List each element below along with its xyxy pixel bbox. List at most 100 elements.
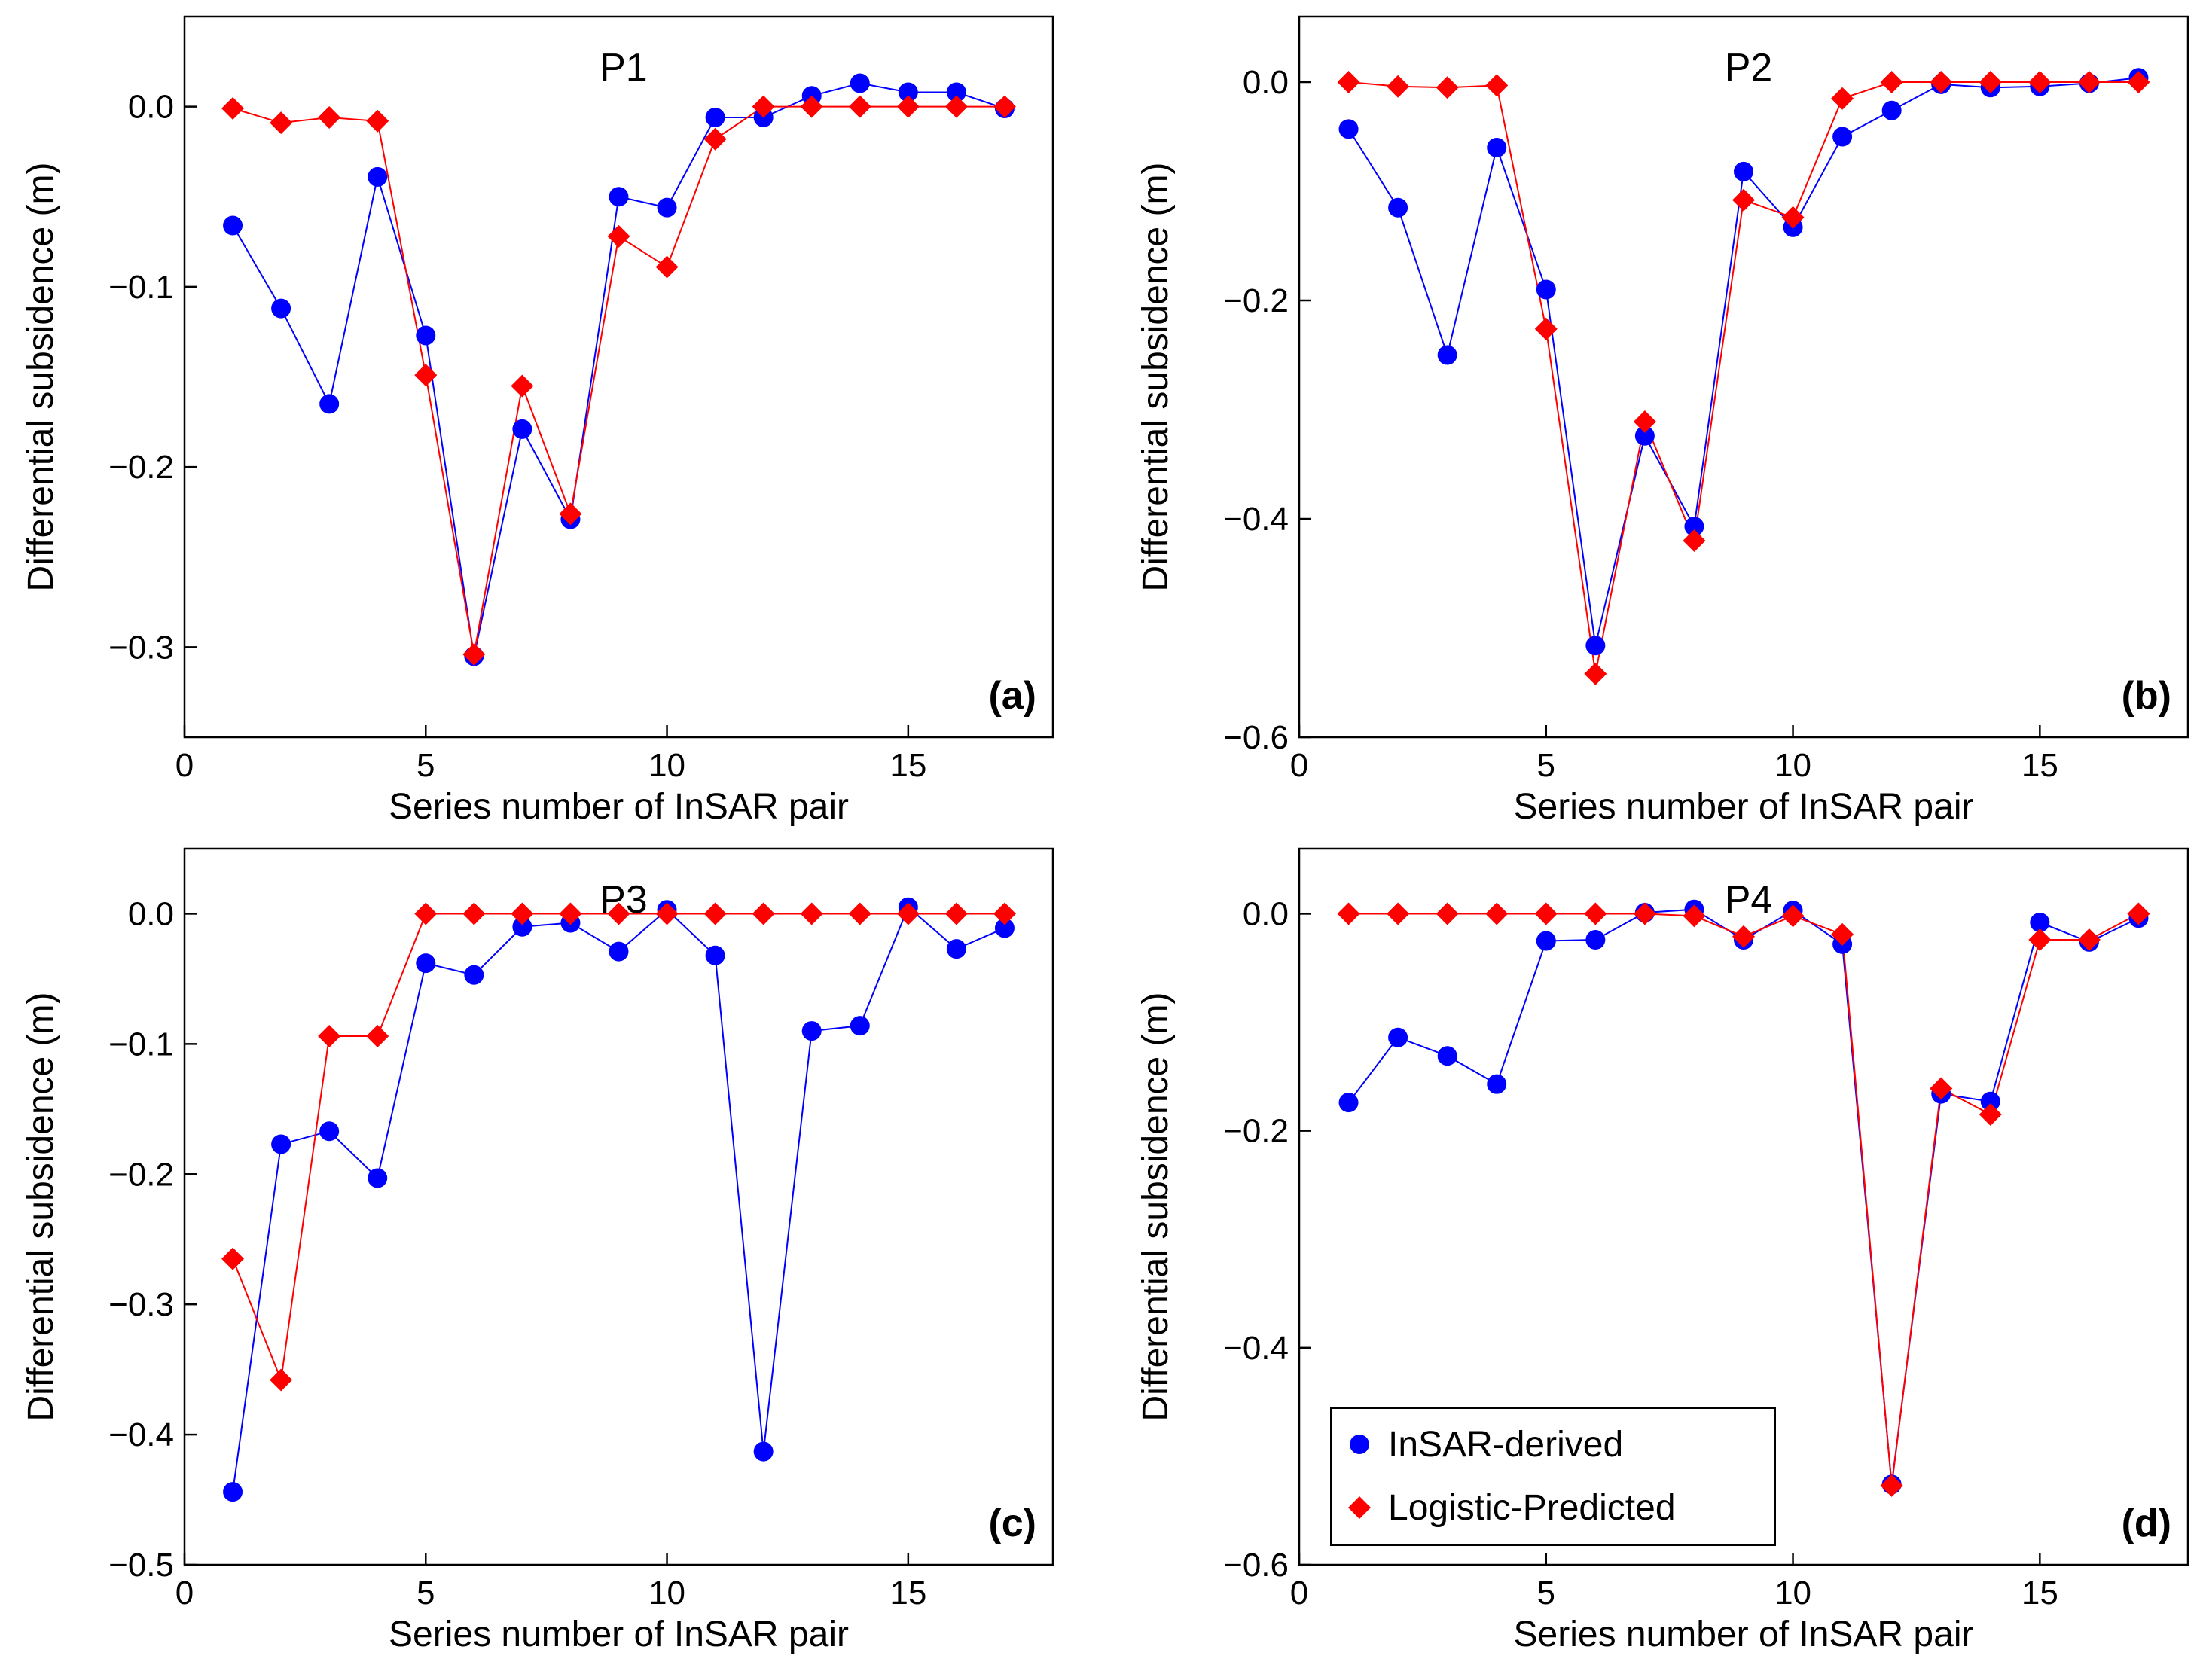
logistic-predicted-point (1436, 902, 1459, 925)
logistic-predicted-point (800, 902, 823, 925)
logistic-predicted-point (1683, 529, 1706, 552)
x-tick-label: 15 (2021, 1575, 2058, 1611)
chart-panel-p4: 0 5 10 15 −0.6 −0.4 −0.2 0.0 Series number of In… (1136, 847, 2189, 1654)
insar-derived-point (705, 107, 725, 127)
legend-box (1330, 1407, 1776, 1546)
insar-derived-point (512, 916, 532, 937)
insar-derived-point (271, 1134, 291, 1154)
insar-derived-point (898, 82, 918, 102)
logistic-predicted-point (1979, 1103, 2002, 1127)
insar-derived-point (1734, 161, 1753, 181)
y-tick-label: 0.0 (1243, 895, 1289, 932)
insar-derived-point (1437, 1046, 1457, 1066)
series-line-logistic-predicted (232, 913, 1005, 1383)
logistic-predicted-point (944, 95, 968, 118)
y-tick-label: 0.0 (128, 89, 174, 126)
panel-label: (a) (988, 674, 1036, 718)
logistic-predicted-point (800, 95, 823, 118)
legend: InSAR-derived Logistic-Predicted (1330, 1407, 1776, 1546)
plot-frame (183, 15, 1054, 739)
logistic-predicted-point (1387, 902, 1410, 925)
insar-derived-point (1437, 345, 1457, 365)
logistic-predicted-point (848, 95, 871, 118)
x-axis-label: Series number of InSAR pair (389, 1614, 849, 1654)
logistic-predicted-point (703, 902, 727, 925)
insar-derived-point (1487, 1074, 1507, 1094)
x-tick-label: 10 (1774, 1575, 1811, 1611)
logistic-predicted-point (221, 97, 245, 120)
x-tick-label: 0 (1290, 1575, 1308, 1611)
logistic-predicted-point (2028, 928, 2052, 952)
insar-derived-point (850, 1016, 870, 1036)
insar-derived-point (657, 197, 677, 218)
insar-derived-point (1388, 1027, 1408, 1047)
legend-label: InSAR-derived (1388, 1425, 1623, 1465)
insar-derived-point (1832, 127, 1853, 147)
y-tick-label: −0.5 (108, 1547, 174, 1584)
y-axis-label: Differential subsidence (m) (21, 162, 61, 591)
chart-title: P4 (1725, 878, 1773, 922)
chart-title: P1 (600, 46, 648, 90)
y-tick-label: −0.2 (108, 449, 174, 486)
insar-derived-point (271, 298, 291, 319)
chart-panel-p2: 0 5 10 15 −0.6 −0.4 −0.2 0.0 Series number of In… (1136, 15, 2189, 827)
logistic-predicted-point (1387, 75, 1410, 98)
insar-derived-point (1585, 636, 1606, 656)
logistic-predicted-point (559, 902, 582, 925)
logistic-predicted-point (318, 105, 341, 129)
logistic-predicted-point (1337, 902, 1360, 925)
x-tick-label: 10 (648, 1575, 685, 1611)
logistic-predicted-point (1880, 1474, 1903, 1497)
logistic-predicted-point (2077, 928, 2101, 952)
y-tick-label: −0.6 (1223, 719, 1289, 756)
logistic-predicted-point (318, 1024, 341, 1047)
x-tick-label: 15 (889, 747, 926, 784)
logistic-predicted-point (607, 224, 630, 248)
insar-derived-point (368, 1168, 388, 1188)
logistic-predicted-point (2077, 71, 2101, 93)
y-tick-label: −0.1 (108, 1026, 174, 1063)
insar-derived-point (1881, 100, 1902, 120)
legend-label: Logistic-Predicted (1388, 1488, 1676, 1528)
insar-derived-point (1634, 425, 1655, 446)
logistic-predicted-point (462, 642, 486, 666)
insar-derived-point (416, 953, 436, 974)
insar-derived-point (223, 215, 243, 236)
logistic-predicted-point (1485, 902, 1509, 925)
logistic-predicted-point (655, 902, 679, 925)
insar-derived-point (1338, 1093, 1359, 1113)
logistic-predicted-point (511, 374, 534, 398)
logistic-predicted-point (1732, 925, 1755, 948)
logistic-predicted-point (559, 502, 582, 526)
logistic-predicted-point (366, 109, 389, 133)
logistic-predicted-point (2127, 71, 2150, 93)
panel-label: (d) (2122, 1502, 2171, 1545)
insar-derived-point (1684, 517, 1704, 537)
insar-derived-point (801, 1021, 822, 1041)
logistic-predicted-point (221, 1247, 245, 1270)
x-axis-label: Series number of InSAR pair (1514, 1614, 1974, 1654)
logistic-predicted-point (462, 902, 486, 925)
insar-derived-point (368, 166, 388, 187)
series-line-insar-derived (232, 82, 1005, 657)
logistic-predicted-point (1732, 188, 1755, 212)
chart-panel-p1: 0 5 10 15 −0.3 −0.2 −0.1 0.0 Series number of In… (21, 15, 1054, 827)
x-tick-label: 15 (889, 1575, 926, 1611)
x-tick-label: 0 (175, 1575, 194, 1611)
panel-label: (b) (2122, 674, 2171, 718)
logistic-predicted-point (1633, 410, 1656, 433)
x-tick-label: 0 (175, 747, 194, 784)
y-tick-label: −0.2 (1223, 1113, 1289, 1150)
x-tick-label: 5 (1537, 1575, 1555, 1611)
logistic-predicted-point (1584, 662, 1607, 685)
logistic-predicted-point (414, 364, 438, 387)
x-axis-label: Series number of InSAR pair (389, 787, 849, 827)
series-line-insar-derived (232, 906, 1005, 1492)
logistic-predicted-point (1930, 71, 1953, 93)
insar-derived-point (1980, 1091, 2000, 1111)
insar-derived-point (464, 965, 484, 985)
insar-derived-point (1536, 279, 1556, 300)
logistic-predicted-point (1831, 922, 1854, 946)
logistic-predicted-point (752, 95, 775, 118)
